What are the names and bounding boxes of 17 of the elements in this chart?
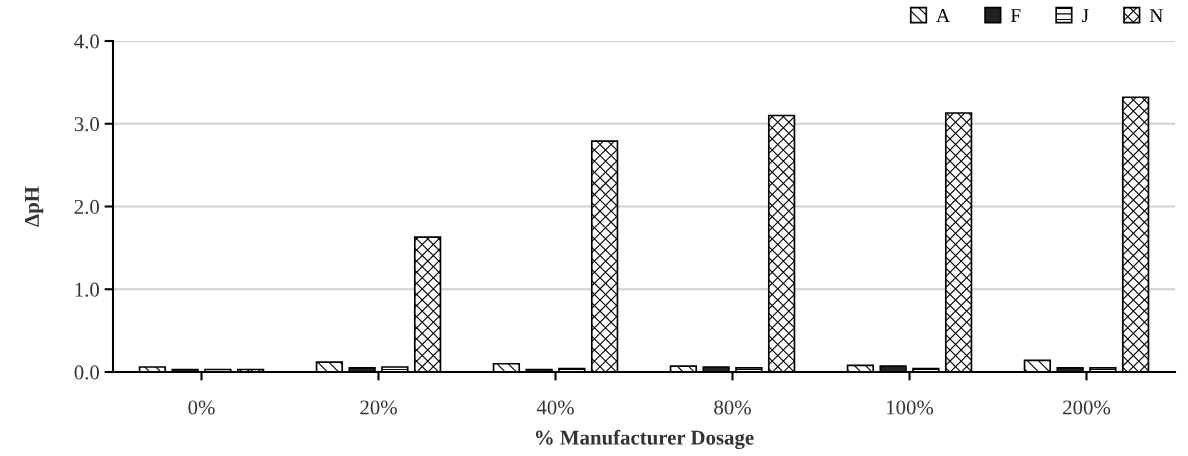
legend-label: J — [1081, 9, 1089, 23]
x-tick-label: 80% — [714, 400, 751, 415]
x-tick-label: 40% — [536, 400, 574, 415]
x-tick-label: 100% — [887, 400, 934, 415]
y-tick-label: 0.0 — [74, 365, 100, 380]
y-tick-label: 1.0 — [75, 282, 100, 297]
y-tick-label: 3.0 — [74, 117, 100, 132]
y-axis-title: ΔpH — [25, 186, 44, 227]
y-tick-label: 2.0 — [74, 199, 100, 215]
legend-label: N — [1149, 9, 1163, 22]
x-tick-label: 200% — [1063, 400, 1111, 415]
legend-label: F — [1010, 9, 1021, 22]
x-axis-title: % Manufacturer Dosage — [535, 429, 754, 450]
x-tick-label: 20% — [360, 400, 397, 415]
x-tick-label: 0% — [188, 400, 215, 415]
y-tick-label: 4.0 — [74, 34, 100, 49]
legend-label: A — [936, 9, 950, 22]
